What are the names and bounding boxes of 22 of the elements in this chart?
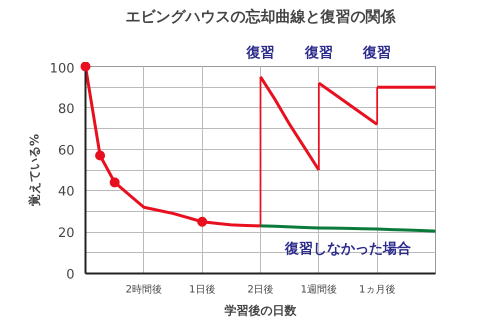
point — [110, 177, 120, 188]
point — [197, 216, 208, 227]
y-tick-label: 60 — [58, 143, 75, 158]
text: 復習 — [246, 44, 274, 61]
text: 復習 — [362, 44, 392, 61]
point — [95, 150, 106, 160]
x-axis-title: 学習後の日数 — [224, 304, 298, 318]
x-tick-label: 2時間後 — [126, 284, 162, 296]
x-tick-label: 1ヵ月後 — [358, 284, 396, 296]
series-label: 復習しなかった場合 — [284, 241, 411, 258]
point — [80, 62, 90, 72]
chart-title: エビングハウスの忘却曲線と復習の関係 — [126, 8, 396, 26]
y-tick-label: 0 — [66, 268, 75, 282]
y-tick-label: 100 — [50, 62, 75, 76]
y-tick-label: 20 — [58, 226, 75, 242]
y-tick-label: 40 — [58, 184, 75, 200]
x-tick-label: 1日後 — [188, 284, 216, 296]
text: 復習 — [304, 44, 333, 61]
x-tick-label: 2日後 — [247, 284, 274, 296]
x-tick-label: 1週間後 — [300, 284, 338, 296]
y-tick-label: 80 — [58, 102, 75, 117]
y-axis-title: 覚えている% — [28, 134, 42, 206]
